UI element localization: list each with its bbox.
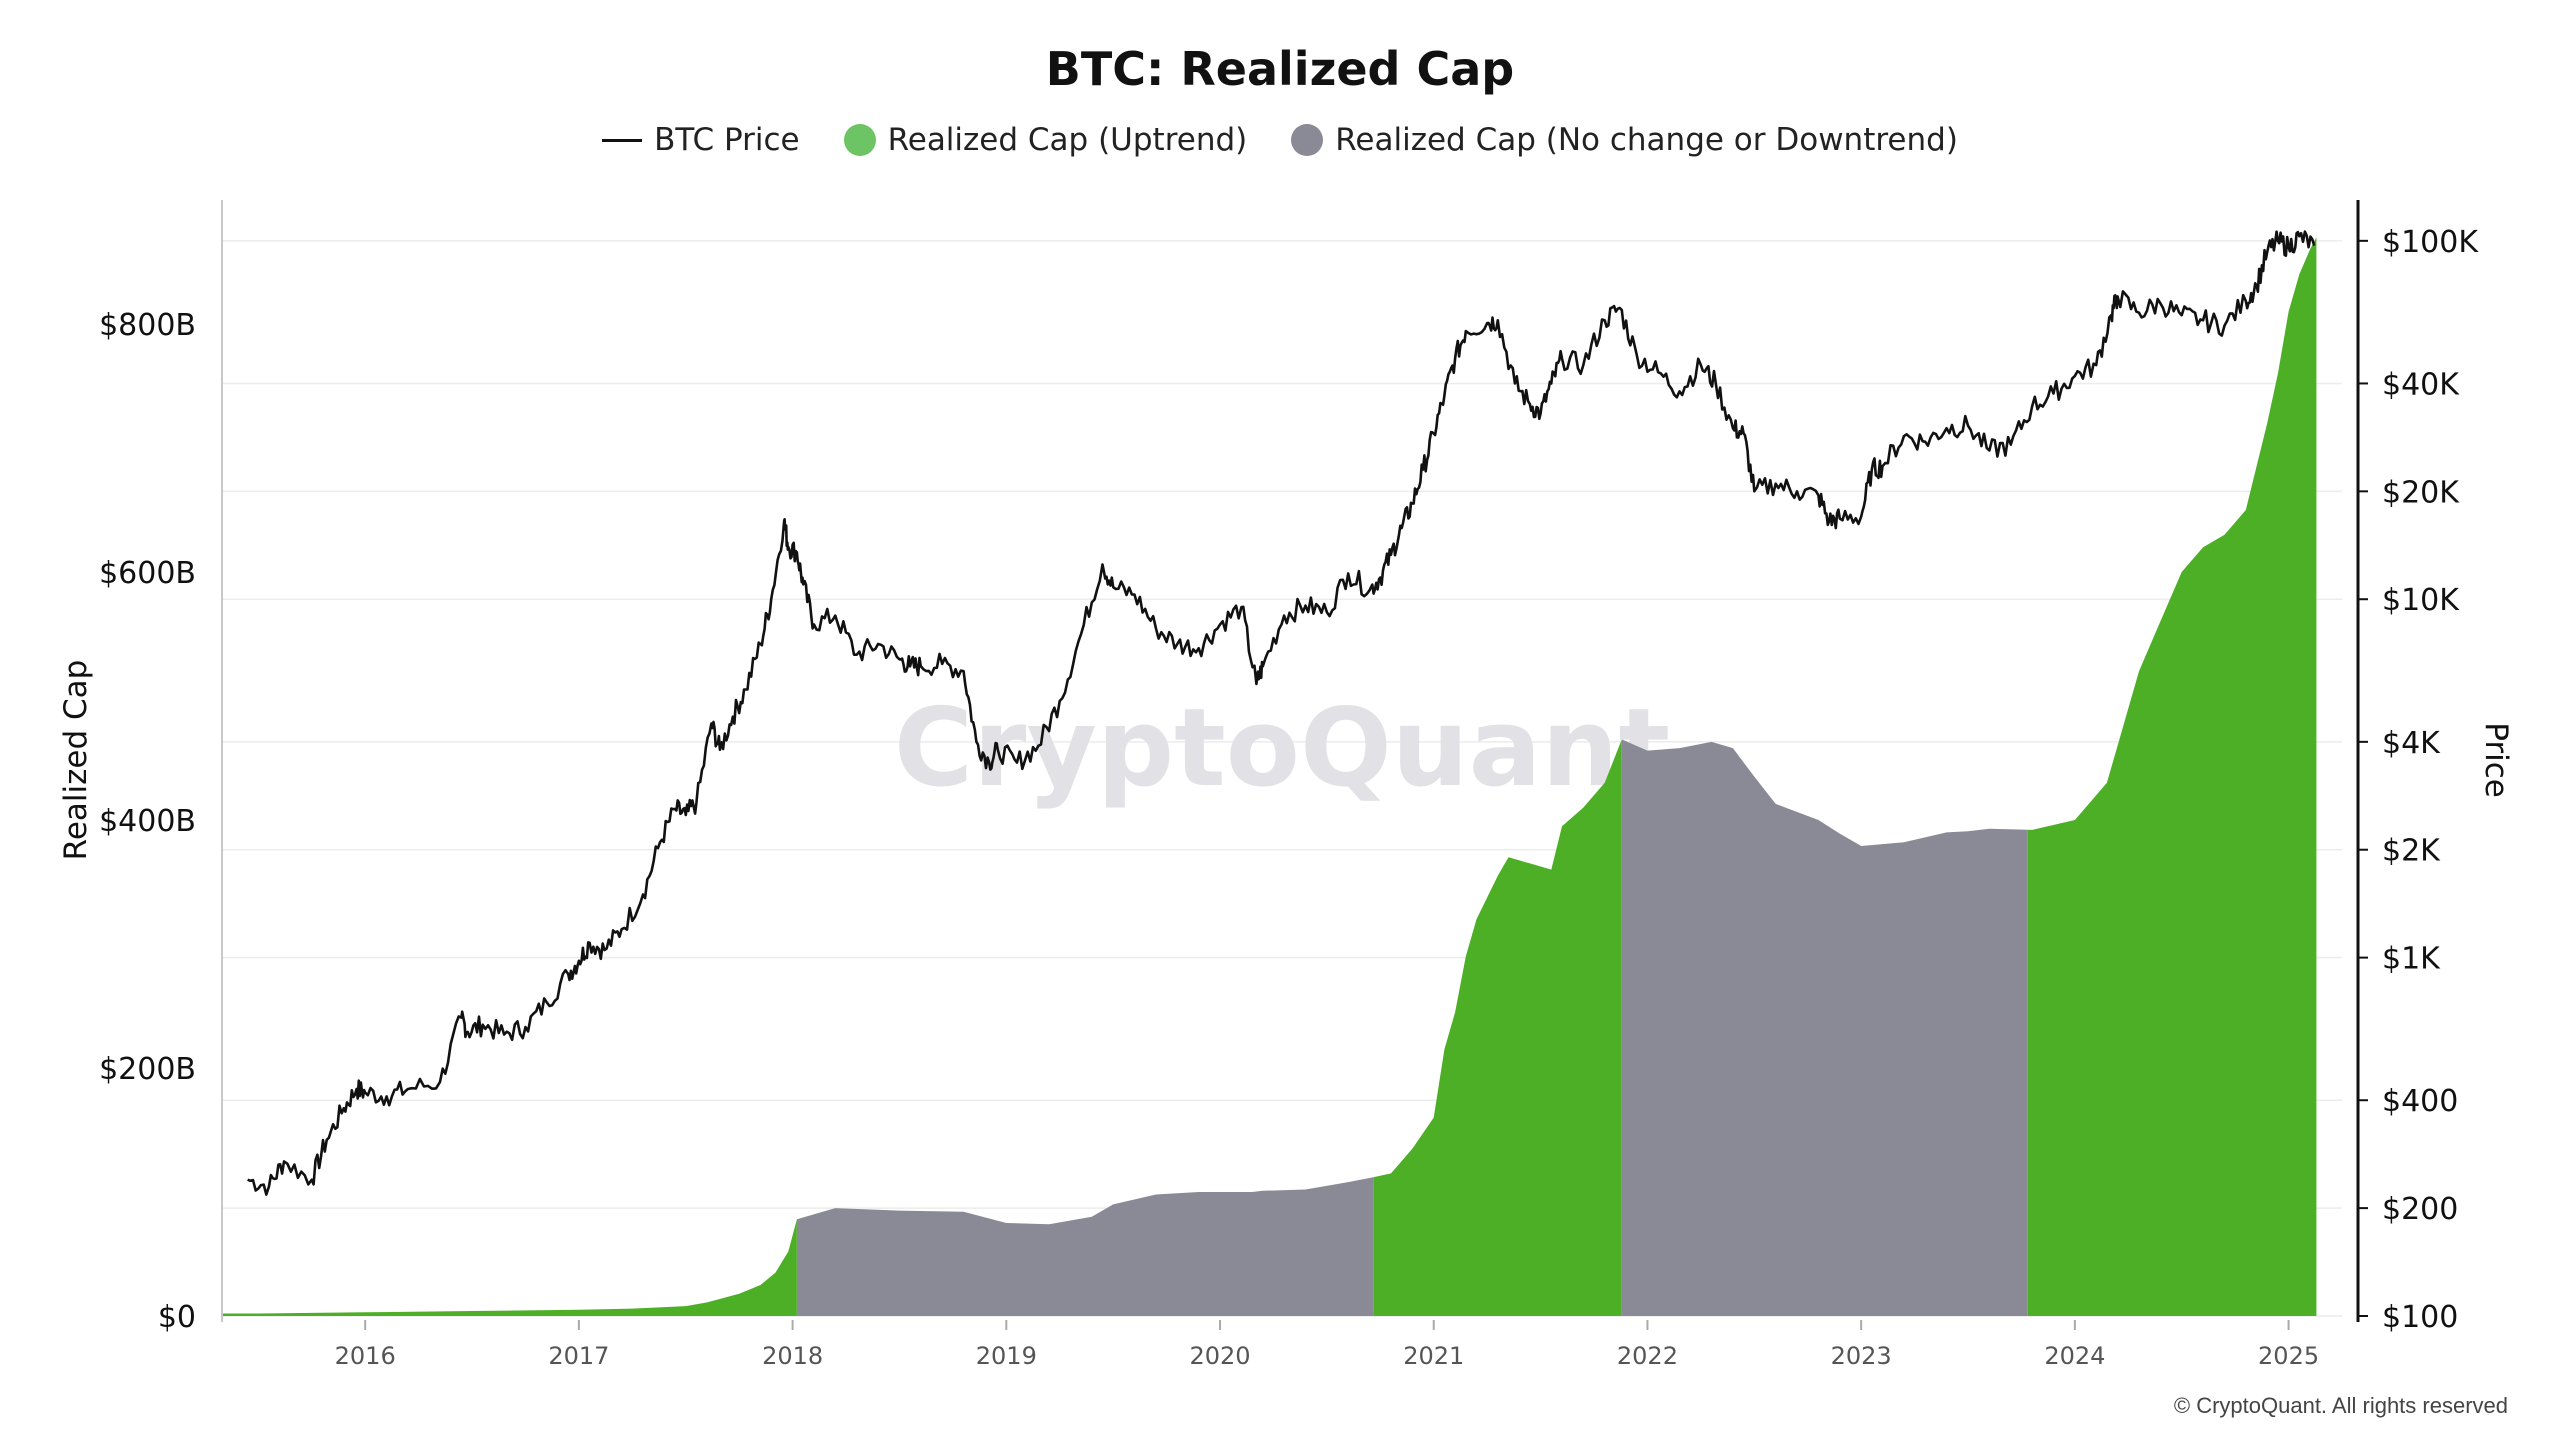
legend-label: Realized Cap (No change or Downtrend) xyxy=(1335,122,1958,158)
realized-cap-segment-uptrend xyxy=(222,1219,797,1316)
realized-cap-segment-downtrend xyxy=(796,1177,1374,1316)
legend-label: Realized Cap (Uptrend) xyxy=(887,122,1248,158)
legend-item-btc-price[interactable]: BTC Price xyxy=(602,122,800,158)
x-axis-tick-label: 2020 xyxy=(1189,1342,1250,1370)
right-axis-tick-label: $100 xyxy=(2382,1300,2458,1335)
left-axis-tick-label: $800B xyxy=(99,308,196,343)
btc-price-line xyxy=(247,230,2316,1196)
realized-cap-segment-downtrend xyxy=(1621,739,2028,1316)
realized-cap-segment-uptrend xyxy=(2027,237,2317,1317)
left-axis-tick-label: $0 xyxy=(158,1300,196,1335)
x-axis-tick-label: 2018 xyxy=(762,1342,823,1370)
left-axis-tick-label: $200B xyxy=(99,1052,196,1087)
left-axis-title: Realized Cap xyxy=(58,660,94,861)
right-axis-tick-label: $200 xyxy=(2382,1192,2458,1227)
x-axis-tick-label: 2021 xyxy=(1403,1342,1464,1370)
right-axis-tick-label: $1K xyxy=(2382,942,2441,977)
right-axis-tick-label: $4K xyxy=(2382,726,2441,761)
right-axis-tick-label: $100K xyxy=(2382,225,2479,260)
legend-dot-swatch xyxy=(843,124,876,156)
realized-cap-area xyxy=(222,237,2317,1317)
chart-title: BTC: Realized Cap xyxy=(1045,42,1515,96)
legend-dot-swatch xyxy=(1291,124,1324,156)
legend: BTC Price Realized Cap (Uptrend) Realize… xyxy=(0,122,2560,158)
right-axis-tick-label: $400 xyxy=(2382,1084,2458,1119)
realized-cap-segment-uptrend xyxy=(1373,739,1622,1316)
right-axis-tick-label: $10K xyxy=(2382,583,2460,618)
right-axis-tick-label: $40K xyxy=(2382,367,2460,402)
x-axis-tick-label: 2024 xyxy=(2044,1342,2105,1370)
right-axis-tick-label: $2K xyxy=(2382,834,2441,869)
x-axis-tick-label: 2017 xyxy=(548,1342,609,1370)
legend-item-downtrend[interactable]: Realized Cap (No change or Downtrend) xyxy=(1291,122,1958,158)
x-axis-tick-label: 2022 xyxy=(1617,1342,1678,1370)
legend-item-uptrend[interactable]: Realized Cap (Uptrend) xyxy=(843,122,1248,158)
right-axis-tick-label: $20K xyxy=(2382,475,2460,510)
x-axis-tick-label: 2025 xyxy=(2258,1342,2319,1370)
left-axis-tick-label: $400B xyxy=(99,804,196,839)
x-axis-tick-label: 2016 xyxy=(335,1342,396,1370)
legend-line-swatch xyxy=(602,138,643,142)
legend-label: BTC Price xyxy=(654,122,800,158)
right-axis-title: Price xyxy=(2478,722,2514,798)
copyright-notice: © CryptoQuant. All rights reserved xyxy=(2173,1393,2508,1418)
left-axis-tick-label: $600B xyxy=(99,556,196,591)
watermark: CryptoQuant xyxy=(894,686,1670,811)
x-axis-tick-label: 2023 xyxy=(1831,1342,1892,1370)
x-axis-tick-label: 2019 xyxy=(976,1342,1037,1370)
